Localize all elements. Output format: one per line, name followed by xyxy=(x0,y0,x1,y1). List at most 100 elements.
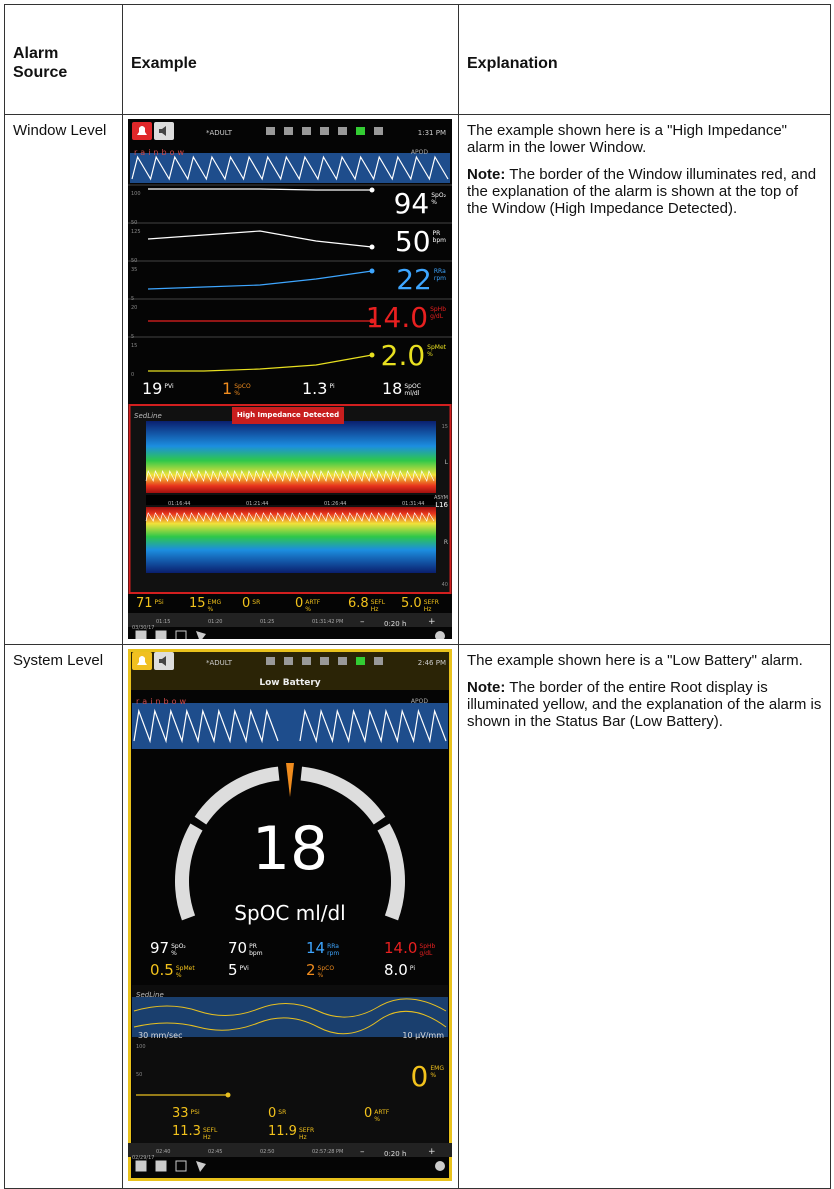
param-label: PR xyxy=(432,230,441,237)
parameter: 0 ARTF% xyxy=(364,1107,389,1124)
emg-scale: 100 xyxy=(136,1044,146,1050)
trend-scale: 50 xyxy=(131,220,138,226)
param-value: 5.0 xyxy=(401,596,422,611)
param-label: SpHb xyxy=(430,306,446,313)
param-label-group: SpCO% xyxy=(234,383,251,397)
param-label-group: SEFL Hz xyxy=(371,599,385,613)
parameter: 1 SpCO% xyxy=(222,381,251,398)
note: Note: The border of the entire Root disp… xyxy=(467,679,822,730)
parameter: 70 PR bpm xyxy=(228,941,263,958)
gauge-arc xyxy=(194,766,280,825)
trend-scale: 35 xyxy=(131,267,138,273)
toolbar-icon xyxy=(196,1161,206,1172)
param-label: EMG xyxy=(207,599,222,606)
trend-scale: 50 xyxy=(131,258,138,264)
asym-value: L16 xyxy=(435,501,448,509)
explanation: The example shown here is a "Low Battery… xyxy=(467,652,803,669)
param-unit: bpm xyxy=(249,950,263,957)
param-unit: ml/dl xyxy=(404,390,420,397)
trend-line xyxy=(148,354,373,372)
param-unit: % xyxy=(427,351,433,358)
sedline-title: SedLine xyxy=(136,991,164,999)
param-label: Pi xyxy=(329,383,335,390)
apod: APOD xyxy=(410,698,428,705)
param-unit: % xyxy=(305,606,311,613)
parameter: 0.5 SpMet% xyxy=(150,963,195,980)
parameter: 0 SR xyxy=(268,1107,286,1124)
status-icon xyxy=(302,127,311,135)
status-icon xyxy=(356,127,365,135)
channel-right: R xyxy=(443,539,448,546)
parameter: 97 SpO₂% xyxy=(150,941,186,958)
param-label-group: ARTF% xyxy=(374,1109,389,1123)
parameter: 22 RRa rpm xyxy=(396,266,446,294)
asym-label: ASYM xyxy=(434,495,448,501)
status-icon xyxy=(338,127,347,135)
param-label-group: PVi xyxy=(240,965,249,972)
param-label-group: EMG% xyxy=(430,1065,444,1079)
header-cell: Example xyxy=(122,4,459,115)
timeline-date: 02/29/17 xyxy=(132,1155,155,1161)
trend-line xyxy=(147,270,373,290)
param-value: 1 xyxy=(222,379,233,398)
param-label: PSi xyxy=(154,599,164,606)
param-label: SEFL xyxy=(370,599,386,606)
param-value: 70 xyxy=(228,939,248,957)
screen-graphics xyxy=(128,122,452,639)
toolbar-icon xyxy=(155,1160,167,1172)
param-label-group: RRa rpm xyxy=(434,268,446,282)
param-label-group: Pi xyxy=(410,965,415,972)
gauge-label: SpOC ml/dl xyxy=(234,901,346,925)
zoom-out: – xyxy=(360,617,365,627)
speaker-icon xyxy=(159,126,166,136)
param-value: 94 xyxy=(393,187,430,220)
time-label: 01:26:44 xyxy=(324,501,347,507)
param-label-group: SpOC ml/dl xyxy=(404,383,421,397)
status-icon xyxy=(266,657,275,665)
status-icon xyxy=(302,657,311,665)
param-label-group: SEFR Hz xyxy=(424,599,439,613)
explanation-cell: The example shown here is a "Low Battery… xyxy=(458,644,831,1189)
param-label: SEFR xyxy=(423,599,439,606)
param-value: 15 xyxy=(189,596,206,611)
param-label-group: PVi xyxy=(164,383,173,390)
param-value: 14 xyxy=(306,939,326,957)
emg-scale: 50 xyxy=(136,1072,143,1078)
trend-scale: 20 xyxy=(131,305,138,311)
parameter: 1.3 Pi xyxy=(302,381,335,398)
alarm-table: Alarm Source Example Explanation Window … xyxy=(4,4,831,1189)
param-value: 5 xyxy=(228,961,238,979)
param-label: EMG xyxy=(430,1065,444,1072)
parameter: 15 EMG% xyxy=(189,597,221,614)
status-icon xyxy=(374,127,383,135)
param-label: RRa xyxy=(433,268,446,275)
explanation: The example shown here is a "High Impeda… xyxy=(467,122,787,156)
param-label-group: SpMet% xyxy=(176,965,195,979)
param-label-group: SpMet% xyxy=(427,344,446,358)
note-label: Note: xyxy=(467,166,506,183)
param-label-group: ARTF% xyxy=(305,599,320,613)
param-value: 50 xyxy=(394,225,431,258)
trend-scale: 5 xyxy=(131,296,135,302)
brand: rainbow xyxy=(136,697,189,706)
timeline-date: 03/30/17 xyxy=(132,625,155,631)
timeline-tick: 02:57:28 PM xyxy=(312,1149,344,1155)
toolbar-icon xyxy=(135,630,147,639)
patient-mode: *ADULT xyxy=(206,659,233,667)
param-label: SR xyxy=(252,599,261,606)
zoom-in: + xyxy=(428,1147,436,1157)
gauge-arc xyxy=(377,823,405,921)
param-label: SpO₂ xyxy=(431,192,446,199)
parameter: 5 PVi xyxy=(228,963,249,980)
param-label-group: SpO₂% xyxy=(431,192,446,206)
param-label-group: SEFR Hz xyxy=(299,1127,314,1141)
param-unit: % xyxy=(175,972,182,979)
parameter: 6.8 SEFL Hz xyxy=(348,597,385,614)
status-icon xyxy=(284,657,293,665)
trend-scale: 0 xyxy=(131,372,135,378)
param-label: PVi xyxy=(164,383,174,390)
parameter: 71 PSi xyxy=(136,597,164,614)
param-label-group: PSi xyxy=(191,1109,200,1116)
gauge-arc xyxy=(175,823,203,921)
speaker-icon xyxy=(159,656,166,666)
